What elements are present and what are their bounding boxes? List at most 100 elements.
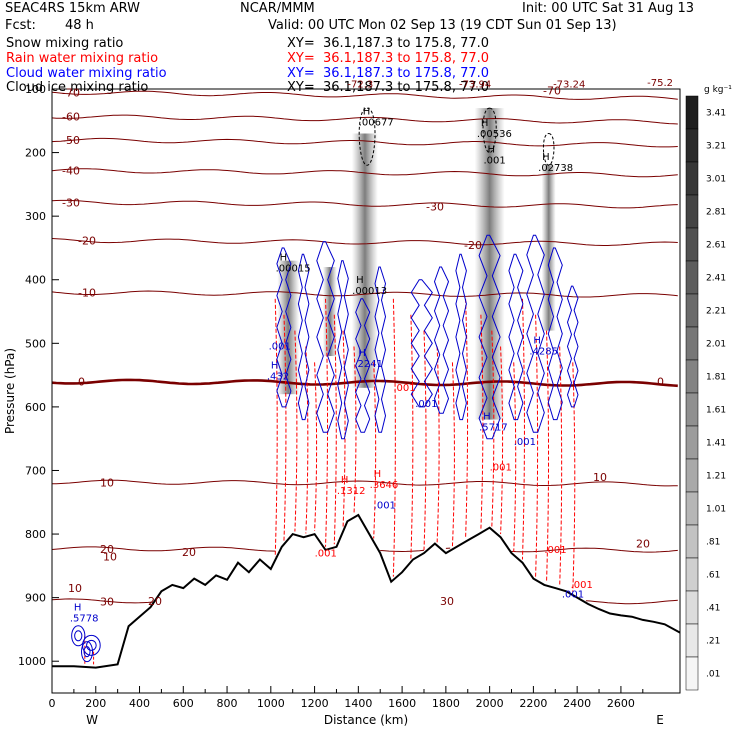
x-end-label-west: W [86,713,98,727]
y-tick-label: 800 [25,528,46,541]
contour-value-label: .001 [514,437,536,448]
colorbar-tick-label: .01 [706,670,720,680]
cloud-water-contour [433,266,450,414]
y-tick-label: 900 [25,592,46,605]
x-tick-label: 200 [85,697,106,710]
init-time: Init: 00 UTC Sat 31 Aug 13 [522,1,695,16]
isotherm-label-right: 0 [657,375,664,388]
x-tick-label: 2200 [519,697,547,710]
snow-shade-column [541,165,556,331]
field-xy-cloud-ice: XY= 36.1,187.3 to 175.8, 77.0 [287,80,490,95]
isotherm-label: -60 [62,110,80,123]
colorbar-tick-label: 2.81 [706,208,726,218]
colorbar-swatch [685,260,699,295]
rain-contour [572,362,576,592]
rain-contour [451,362,455,547]
cloud-water-contour [81,641,94,663]
snow-shade-column [474,108,505,420]
isotherm-label: -10 [78,287,96,300]
organization: NCAR/MMM [240,1,315,16]
isotherm-label-left: 20 [148,595,162,608]
rain-contour [392,298,396,577]
colorbar-tick-label: .41 [706,604,720,614]
plot-frame-layer: 0 200 400 600 800 1000 1200 1400 1600 1800 2000 220… [3,83,681,727]
top-value-label: -73.24 [553,80,585,91]
plot-frame [51,88,681,694]
isotherm-label: 30 [100,595,114,608]
cloud-water-contour [297,253,310,421]
rain-contour [353,346,357,515]
rain-contour [436,346,440,543]
colorbar-tick-label: 1.61 [706,406,726,416]
isotherm-line [585,599,678,605]
max-marker: H [363,106,371,117]
isotherm-label-left: 10 [103,550,117,563]
isotherm-label: -70 [62,86,80,99]
rain-contour [513,362,517,552]
isotherm-label-right: 20 [636,538,650,551]
max-marker: H [271,361,279,372]
rain-contour [480,314,484,530]
cloud-water-contour [83,646,91,658]
rain-contour [274,298,278,557]
colorbar-tick-label: 1.01 [706,505,726,515]
forecast-hours: 48 h [65,18,94,33]
max-value-label: .001 [483,156,505,167]
rain-contour [314,362,318,531]
field-xy-snow: XY= 36.1,187.3 to 175.8, 77.0 [287,36,490,51]
max-value-label: .00677 [359,117,394,128]
colorbar-swatch [685,524,699,559]
max-marker: H [341,475,349,486]
colorbar-swatch [685,425,699,460]
x-tick-label: 0 [49,697,56,710]
isotherm-label-right: 10 [593,471,607,484]
colorbar-tick-label: 1.21 [706,472,726,482]
colorbar-tick-label: .21 [706,637,720,647]
isotherm-line [51,238,678,246]
x-axis-title: Distance (km) [324,713,408,727]
colorbar-swatch [685,392,699,427]
rain-contour [325,298,329,547]
isotherm-line [51,479,678,487]
isotherm-label-mid: 30 [440,595,454,608]
isotherm-line [51,90,678,100]
colorbar-swatch [685,491,699,526]
rain-contour [535,314,539,577]
cloud-water-contour [374,266,387,433]
colorbar-tick-label: 1.81 [706,373,726,383]
y-tick-label: 400 [25,274,46,287]
cloud-water-contour [276,247,292,408]
colorbar-swatch [685,359,699,394]
isotherm-line [51,598,153,604]
max-marker: H [533,335,541,346]
y-tick-label: 200 [25,147,46,160]
x-tick-label: 1600 [388,697,416,710]
contour-value-label: .001 [562,590,584,601]
colorbar-swatch [685,161,699,196]
isotherm-line [380,549,425,553]
max-marker: H [374,469,382,480]
y-tick-label: 500 [25,337,46,350]
isotherm-label-left: 10 [68,582,82,595]
isotherm-line [51,199,678,209]
colorbar-tick-label: 1.41 [706,439,726,449]
rain-contour [410,314,414,559]
colorbar-unit: g kg⁻¹ [704,85,732,95]
isotherm-line [51,290,678,298]
max-marker: H [74,602,82,613]
isotherm-label-top: -70 [543,84,561,97]
colorbar-swatch [685,326,699,361]
cloud-water-contour [478,234,501,440]
field-xy-cloud-water: XY= 36.1,187.3 to 175.8, 77.0 [287,66,490,81]
y-axis-title: Pressure (hPa) [3,348,17,434]
max-value-label: .5778 [70,613,99,624]
rain-contour [342,330,346,529]
max-marker: H [356,275,364,286]
isotherm-label: 10 [100,476,114,489]
contour-value-label: .001 [315,548,337,559]
contour-value-label: .001 [393,383,415,394]
cloud-water-contour [455,253,467,421]
y-tick-label: 1000 [18,655,46,668]
colorbar-swatch [685,656,699,691]
contour-value-label: .001 [374,501,396,512]
